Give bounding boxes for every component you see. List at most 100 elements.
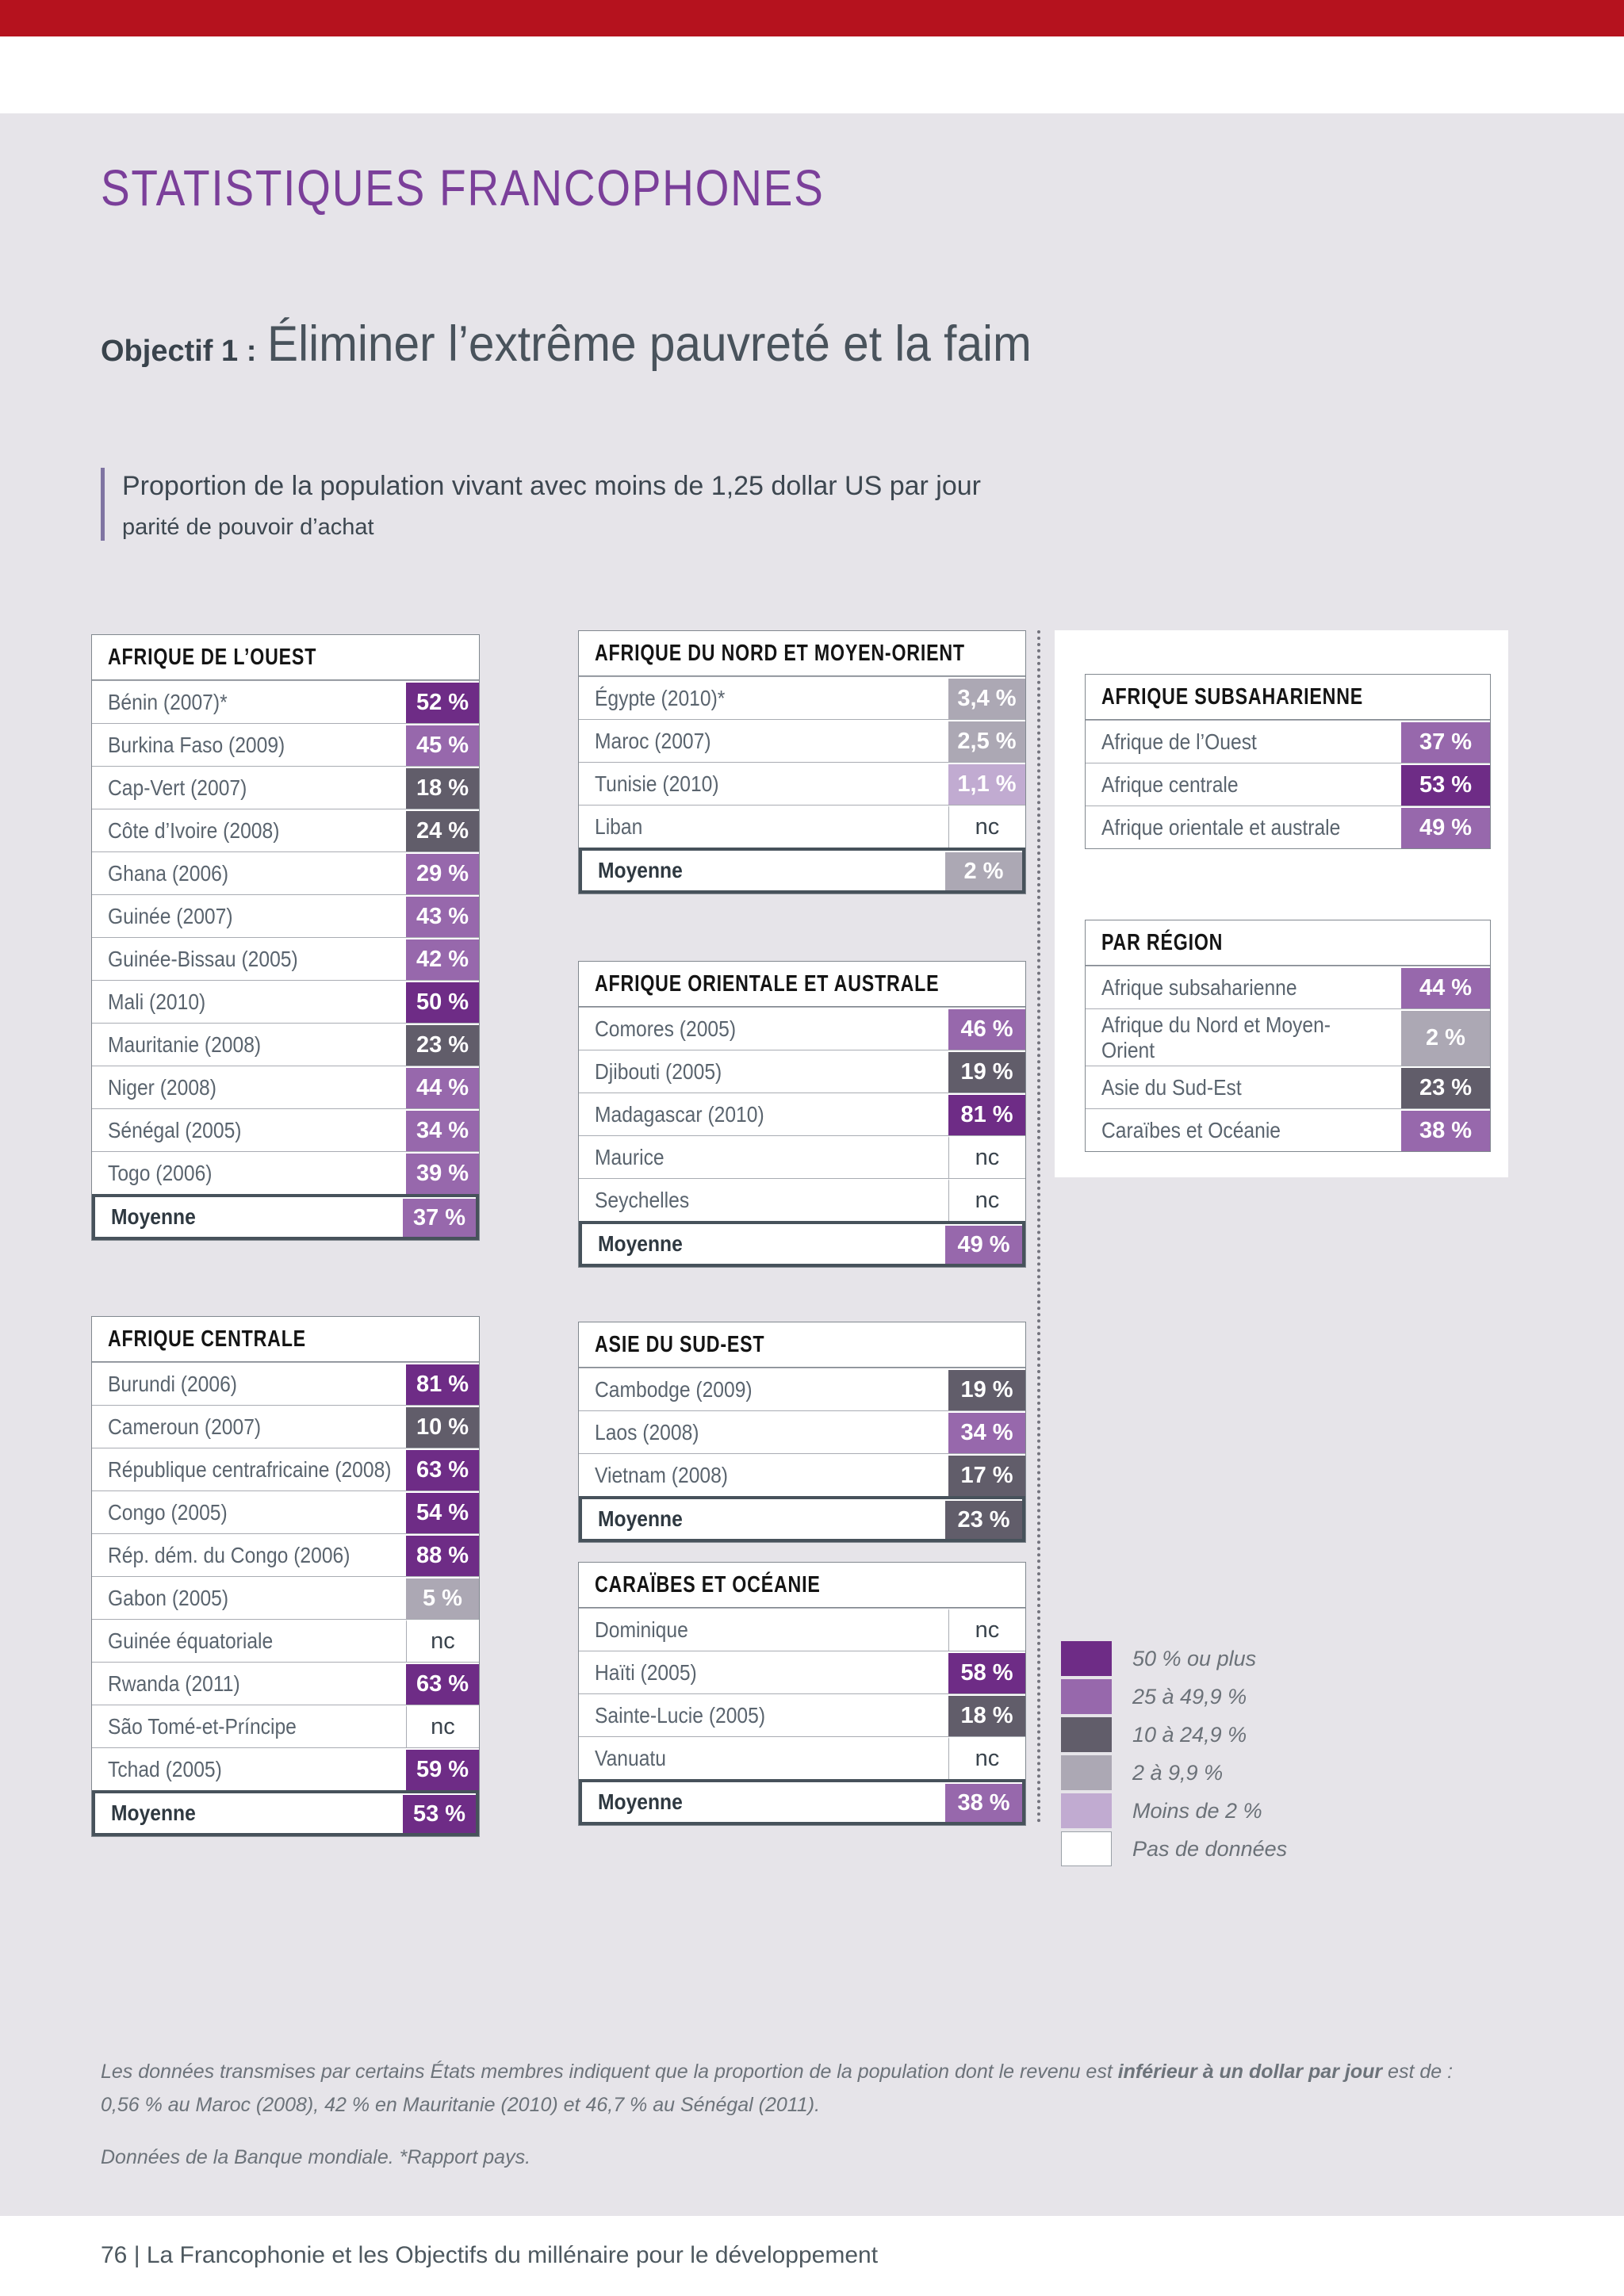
row-value: 24 % [406,809,479,851]
legend-item: Moins de 2 % [1061,1793,1287,1828]
row-value: 3,4 % [948,677,1025,719]
row-label: Dominique [579,1609,948,1651]
table-row: Haïti (2005) 58 % [579,1651,1025,1693]
row-value: 49 % [1401,806,1490,848]
top-red-bar [0,0,1624,36]
row-label-text: Rép. dém. du Congo (2006) [108,1542,350,1567]
row-value: 34 % [948,1411,1025,1453]
row-label-text: Mauritanie (2008) [108,1031,262,1057]
table-row: São Tomé-et-Príncipe nc [92,1705,479,1747]
objective-label: Objectif 1 : [101,335,257,368]
row-value: 63 % [406,1663,479,1705]
legend-swatch [1061,1641,1112,1676]
row-label: Côte d’Ivoire (2008) [92,809,406,851]
row-label-text: São Tomé-et-Príncipe [108,1713,297,1739]
row-value: 23 % [406,1024,479,1066]
table-title: AFRIQUE CENTRALE [108,1326,306,1352]
row-label-text: Maroc (2007) [595,728,711,753]
table-header: AFRIQUE ORIENTALE ET AUSTRALE [579,962,1025,1007]
row-label-text: Moyenne [598,858,683,882]
objective-heading: Objectif 1 : Éliminer l’extrême pauvreté… [101,316,1090,373]
footnote-paragraph-2: Données de la Banque mondiale. *Rapport … [101,2146,531,2168]
row-label: Bénin (2007)* [92,681,406,723]
legend-label: Pas de données [1132,1836,1288,1861]
footnote-text-end: est de : [1382,2061,1454,2083]
legend-swatch [1061,1831,1112,1866]
row-value: 49 % [945,1224,1022,1264]
footnotes: Les données transmises par certains État… [101,2055,1552,2174]
row-label-text: République centrafricaine (2008) [108,1456,392,1482]
table-row: Tunisie (2010) 1,1 % [579,762,1025,805]
row-label-text: Vietnam (2008) [595,1462,729,1487]
row-label: Mauritanie (2008) [92,1024,406,1066]
row-label-text: Moyenne [598,1506,683,1531]
row-label-text: Rwanda (2011) [108,1670,240,1696]
table-header: AFRIQUE DU NORD ET MOYEN-ORIENT [579,631,1025,676]
row-value: 50 % [406,981,479,1023]
row-label: Laos (2008) [579,1411,948,1453]
row-label: Rép. dém. du Congo (2006) [92,1534,406,1576]
row-label: Gabon (2005) [92,1577,406,1619]
row-label-text: Ghana (2006) [108,860,229,886]
legend-label: 10 à 24,9 % [1132,1722,1247,1747]
row-value: 19 % [948,1368,1025,1410]
table-row: Côte d’Ivoire (2008) 24 % [92,809,479,851]
row-label: Égypte (2010)* [579,677,948,719]
table-row: Mauritanie (2008) 23 % [92,1023,479,1066]
footnote-line2: 0,56 % au Maroc (2008), 42 % en Mauritan… [101,2094,821,2116]
row-label: Moyenne [95,1793,403,1833]
table-row: Afrique subsaharienne 44 % [1086,966,1490,1008]
row-label-text: Congo (2005) [108,1499,228,1525]
row-label-text: Burundi (2006) [108,1371,238,1396]
row-label-text: Gabon (2005) [108,1585,229,1610]
row-value: 10 % [406,1406,479,1448]
table-row: Moyenne 37 % [92,1194,479,1240]
legend-item: 10 à 24,9 % [1061,1717,1287,1752]
row-label-text: Tunisie (2010) [595,771,719,796]
row-value: 58 % [948,1651,1025,1693]
row-label: Tunisie (2010) [579,763,948,805]
table-row: Laos (2008) 34 % [579,1410,1025,1453]
row-value: 81 % [406,1363,479,1405]
table-afrique-orientale: AFRIQUE ORIENTALE ET AUSTRALE Comores (20… [578,961,1026,1268]
row-value: 23 % [1401,1066,1490,1108]
row-label-text: Afrique subsaharienne [1101,974,1297,1000]
row-value: nc [948,1136,1025,1178]
table-title: ASIE DU SUD-EST [595,1331,765,1357]
row-value: 19 % [948,1050,1025,1093]
row-value: 42 % [406,938,479,980]
row-label: Moyenne [582,1782,945,1822]
row-value: nc [406,1705,479,1747]
row-label: Seychelles [579,1179,948,1221]
table-row: Rép. dém. du Congo (2006) 88 % [92,1533,479,1576]
table-row: Moyenne 23 % [579,1496,1025,1542]
row-label: São Tomé-et-Príncipe [92,1705,406,1747]
row-label: Sainte-Lucie (2005) [579,1694,948,1736]
subtitle-line1: Proportion de la population vivant avec … [122,471,981,501]
table-row: Moyenne 2 % [579,848,1025,894]
row-label-text: Cambodge (2009) [595,1376,753,1402]
table-row: Cameroun (2007) 10 % [92,1405,479,1448]
table-header: ASIE DU SUD-EST [579,1322,1025,1368]
row-label: Moyenne [582,1499,945,1539]
page-title: STATISTIQUES FRANCOPHONES [101,159,825,216]
table-title: PAR RÉGION [1101,929,1224,955]
row-label-text: Cameroun (2007) [108,1414,262,1439]
table-afrique-ouest: AFRIQUE DE L’OUEST Bénin (2007)* 52 % Burki… [91,634,480,1241]
table-row: Moyenne 38 % [579,1779,1025,1825]
row-label: Djibouti (2005) [579,1050,948,1093]
row-label-text: Caraïbes et Océanie [1101,1117,1281,1142]
row-label: Madagascar (2010) [579,1093,948,1135]
table-row: Comores (2005) 46 % [579,1007,1025,1050]
row-label: Moyenne [582,851,945,890]
legend-swatch [1061,1717,1112,1752]
row-label: Niger (2008) [92,1066,406,1108]
legend-swatch [1061,1793,1112,1828]
row-label-text: Guinée-Bissau (2005) [108,946,298,971]
table-afrique-subsaharienne: AFRIQUE SUBSAHARIENNE Afrique de l’Ouest 3… [1085,674,1491,849]
table-caraibes-oceanie: CARAÏBES ET OCÉANIE Dominique nc Haïti (200… [578,1562,1026,1826]
legend-label: 2 à 9,9 % [1132,1760,1224,1785]
row-label-text: Liban [595,813,643,839]
row-value: 23 % [945,1499,1022,1539]
